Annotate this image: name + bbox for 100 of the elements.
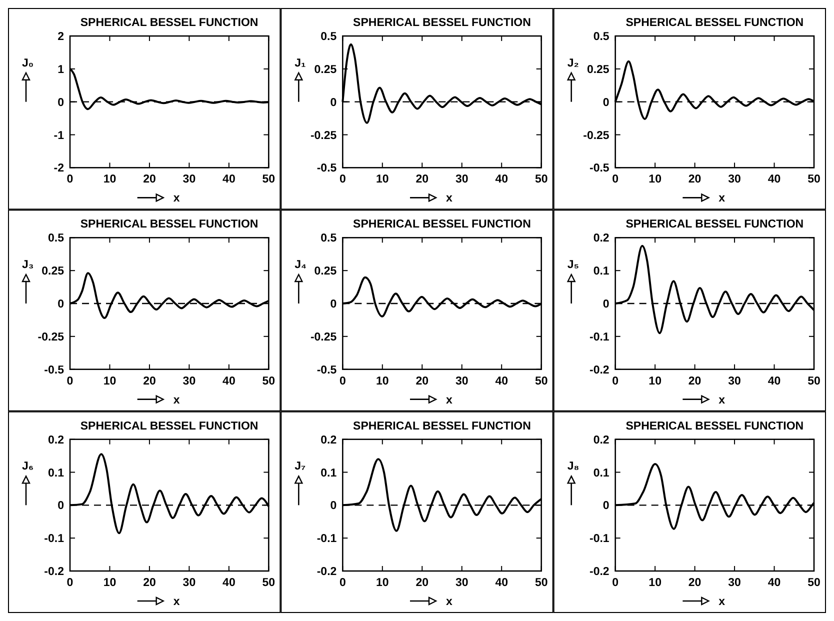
x-tick-label: 30 [182,577,196,589]
y-axis-title: J₇ [294,460,306,473]
x-tick-label: 40 [222,577,236,589]
x-tick-label: 40 [222,375,236,388]
x-axis-title: x [173,596,180,608]
chart-title: SPHERICAL BESSEL FUNCTION [626,218,804,231]
chart-title: SPHERICAL BESSEL FUNCTION [353,420,531,432]
y-tick-label: 0 [602,500,610,512]
y-tick-label: 2 [58,31,64,44]
chart-title: SPHERICAL BESSEL FUNCTION [80,218,258,231]
y-tick-label: 0.2 [320,434,337,446]
x-tick-label: 10 [376,375,389,388]
x-axis-title: x [718,192,726,205]
chart-title: SPHERICAL BESSEL FUNCTION [353,17,531,29]
x-tick-label: 50 [808,174,820,186]
y-tick-label: -0.5 [590,162,610,175]
y-tick-label: 0.1 [320,467,338,480]
y-tick-label: 0.25 [586,64,610,76]
x-axis-title: x [173,394,180,406]
y-axis-title: J₄ [294,259,307,271]
x-tick-label: 50 [808,375,820,388]
x-tick-label: 20 [143,174,156,186]
x-tick-label: 40 [768,174,781,186]
x-tick-label: 50 [808,577,820,589]
y-tick-label: 0.1 [593,467,610,480]
x-tick-label: 40 [768,375,781,388]
y-tick-label: -0.2 [316,566,337,578]
y-tick-label: -1 [54,130,65,142]
y-tick-label: -0.1 [590,331,610,344]
chart-title: SPHERICAL BESSEL FUNCTION [353,218,531,231]
x-tick-label: 20 [688,174,702,186]
x-tick-label: 0 [612,577,619,589]
x-tick-label: 20 [416,174,429,186]
y-tick-label: 0 [58,500,64,512]
y-tick-label: -0.2 [590,566,610,578]
x-axis-title: x [446,192,453,205]
x-tick-label: 20 [416,577,429,589]
y-tick-label: -0.1 [44,533,65,546]
x-tick-label: 30 [728,174,741,186]
y-tick-label: 0.5 [320,31,338,44]
chart-title: SPHERICAL BESSEL FUNCTION [80,420,258,432]
x-tick-label: 10 [648,174,662,186]
x-tick-label: 10 [648,577,662,589]
y-tick-label: 0 [330,500,337,512]
x-axis-title: x [446,596,453,608]
y-tick-label: 0.1 [593,266,610,278]
x-tick-label: 40 [222,174,236,186]
y-tick-label: -0.2 [590,364,610,376]
x-tick-label: 50 [262,577,276,589]
x-tick-label: 50 [534,577,548,589]
y-tick-label: 0.1 [48,467,65,480]
y-tick-label: 0 [330,96,337,109]
y-tick-label: 0.2 [593,434,610,446]
x-tick-label: 0 [612,375,619,388]
y-tick-label: 0 [58,298,64,311]
y-tick-label: 0.5 [48,232,65,245]
chart-title: SPHERICAL BESSEL FUNCTION [626,17,804,29]
x-tick-label: 0 [339,174,346,186]
y-tick-label: -0.5 [316,162,338,175]
x-tick-label: 40 [768,577,781,589]
x-tick-label: 50 [262,174,276,186]
y-tick-label: 0.25 [42,266,65,278]
y-tick-label: 0.2 [48,434,64,446]
x-tick-label: 30 [455,375,468,388]
y-tick-label: -0.25 [583,130,610,142]
x-tick-label: 20 [688,375,702,388]
y-tick-label: 0 [330,298,337,311]
x-tick-label: 10 [103,577,116,589]
x-tick-label: 0 [339,375,346,388]
x-tick-label: 50 [534,174,548,186]
x-axis-title: x [446,394,453,406]
y-tick-label: -0.1 [590,533,610,546]
x-tick-label: 10 [103,174,116,186]
y-tick-label: 0 [602,96,610,109]
x-tick-label: 40 [495,174,508,186]
x-tick-label: 20 [143,375,156,388]
x-axis-title: x [173,192,180,205]
x-tick-label: 10 [376,174,389,186]
x-tick-label: 50 [262,375,276,388]
y-axis-title: J₅ [567,259,580,271]
x-tick-label: 30 [728,577,741,589]
chart-title: SPHERICAL BESSEL FUNCTION [626,420,804,432]
y-tick-label: -0.5 [316,364,338,376]
y-axis-title: J₀ [22,57,34,70]
x-tick-label: 50 [534,375,548,388]
y-tick-label: 0.25 [314,64,338,76]
y-tick-label: -0.25 [38,331,65,344]
x-tick-label: 10 [648,375,662,388]
chart-title: SPHERICAL BESSEL FUNCTION [80,17,258,29]
y-axis-title: J₃ [22,259,34,271]
x-tick-label: 0 [66,174,74,186]
y-axis-title: J₈ [567,460,580,473]
x-tick-label: 20 [143,577,156,589]
x-tick-label: 30 [182,174,196,186]
y-tick-label: -0.1 [316,533,338,546]
x-tick-label: 10 [376,577,389,589]
y-tick-label: 0.5 [593,31,610,44]
y-axis-title: J₂ [567,57,579,70]
x-axis-title: x [718,596,726,608]
y-axis-title: J₆ [22,460,34,473]
